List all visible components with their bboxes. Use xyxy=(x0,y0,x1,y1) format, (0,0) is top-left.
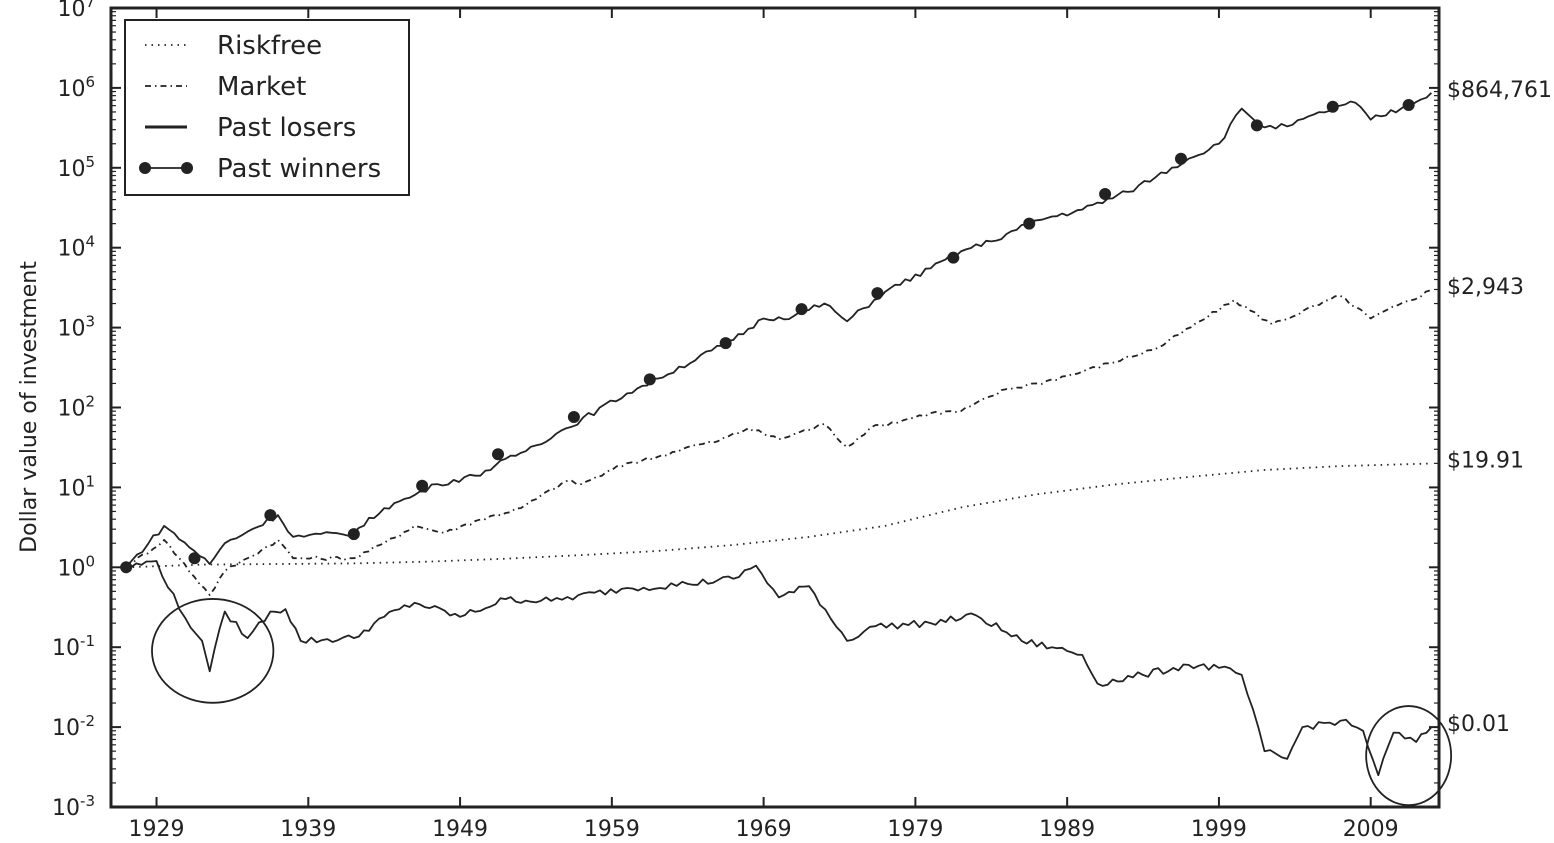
end-label-riskfree: $19.91 xyxy=(1447,449,1524,474)
data-point-past-winners xyxy=(120,561,133,574)
data-point-past-winners xyxy=(1023,217,1036,230)
data-point-past-winners xyxy=(947,251,960,264)
x-tick-label: 1989 xyxy=(1039,817,1095,842)
series-line-market xyxy=(125,289,1432,596)
y-tick-label: 10-1 xyxy=(52,632,95,661)
data-point-past-winners xyxy=(1174,152,1187,165)
y-tick-label: 107 xyxy=(57,0,95,22)
y-tick-label: 10-2 xyxy=(52,712,95,741)
end-label-past-winners: $864,761 xyxy=(1447,78,1552,103)
data-point-past-winners xyxy=(1250,119,1263,132)
x-tick-label: 1979 xyxy=(887,817,943,842)
x-tick-label: 1929 xyxy=(129,817,185,842)
data-point-past-winners xyxy=(264,509,277,522)
y-tick-label: 105 xyxy=(57,153,95,182)
x-tick-label: 1969 xyxy=(736,817,792,842)
end-label-market: $2,943 xyxy=(1447,275,1524,300)
y-tick-label: 104 xyxy=(57,233,95,262)
x-tick-label: 1939 xyxy=(280,817,336,842)
legend-label-riskfree: Riskfree xyxy=(217,31,322,61)
y-axis-label: Dollar value of investment xyxy=(17,261,42,553)
data-point-past-winners xyxy=(1402,99,1415,112)
data-point-past-winners xyxy=(492,448,505,461)
legend-label-past-losers: Past losers xyxy=(217,113,356,143)
legend-marker xyxy=(139,162,151,174)
y-tick-label: 103 xyxy=(57,313,95,342)
data-point-past-winners xyxy=(795,303,808,316)
data-point-past-winners xyxy=(1099,187,1112,200)
legend: Riskfree Market Past losers Past winners xyxy=(124,19,410,196)
end-labels-layer: $19.91 $2,943 $0.01 $864,761 xyxy=(1447,78,1552,737)
series-layer xyxy=(120,92,1433,777)
series-line-riskfree xyxy=(126,462,1432,569)
y-tick-label: 106 xyxy=(57,73,95,102)
x-tick-label: 1999 xyxy=(1191,817,1247,842)
y-tick-label: 102 xyxy=(57,393,95,422)
legend-box xyxy=(124,19,410,196)
ticks-layer: 10-3 10-2 10-1 100 101 102 103 104 105 106 107 1929… xyxy=(52,0,1439,842)
data-point-past-winners xyxy=(643,373,656,386)
series-line-past-losers xyxy=(126,560,1433,777)
legend-label-past-winners: Past winners xyxy=(217,154,381,184)
data-point-past-winners xyxy=(567,411,580,424)
y-tick-label: 100 xyxy=(57,552,95,581)
data-point-past-winners xyxy=(871,287,884,300)
data-point-past-winners xyxy=(416,479,429,492)
data-point-past-winners xyxy=(188,552,201,565)
data-point-past-winners xyxy=(719,337,732,350)
highlight-ellipse xyxy=(1365,705,1453,807)
x-tick-label: 1959 xyxy=(584,817,640,842)
highlight-ellipse xyxy=(151,598,275,704)
data-point-past-winners xyxy=(1326,100,1339,113)
y-tick-label: 10-3 xyxy=(52,792,95,821)
legend-label-market: Market xyxy=(217,72,306,102)
y-tick-label: 101 xyxy=(57,472,95,501)
x-tick-label: 1949 xyxy=(432,817,488,842)
legend-marker xyxy=(181,162,193,174)
x-tick-label: 2009 xyxy=(1343,817,1399,842)
data-point-past-winners xyxy=(347,528,360,541)
series-line-past-winners xyxy=(125,92,1433,568)
annotations-layer xyxy=(151,598,1453,807)
end-label-past-losers: $0.01 xyxy=(1447,712,1510,737)
